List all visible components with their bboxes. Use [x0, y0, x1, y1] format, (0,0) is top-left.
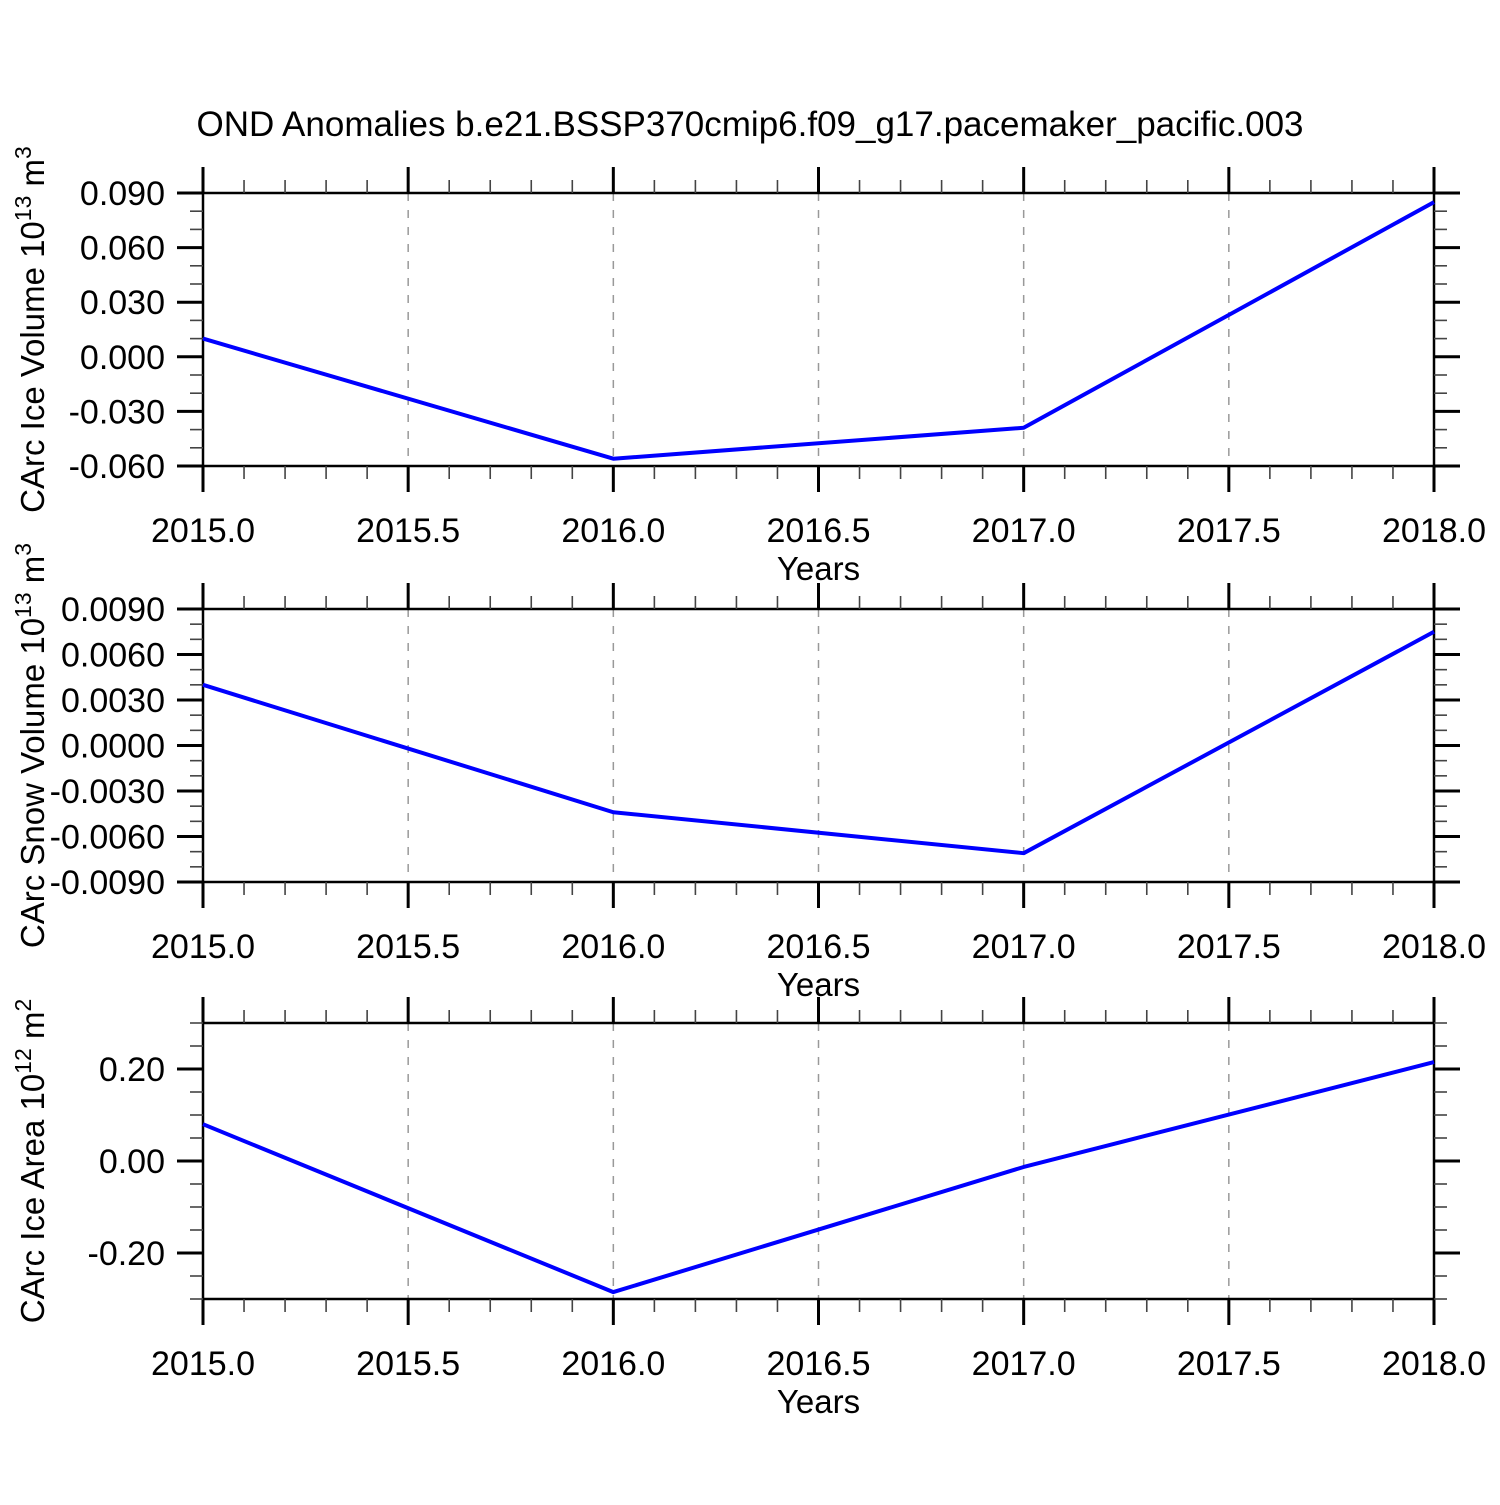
y-tick-label: 0.0090 — [61, 591, 165, 629]
x-axis-title: Years — [777, 550, 860, 587]
data-line-carc-snow-volume — [202, 629, 1435, 856]
x-tick-label: 2015.5 — [356, 928, 460, 966]
y-tick-label: 0.00 — [99, 1143, 165, 1181]
y-tick-label: 0.000 — [80, 339, 165, 377]
x-axis-title: Years — [777, 966, 860, 1003]
x-tick-label: 2017.0 — [972, 512, 1076, 550]
y-tick-label: 0.090 — [80, 175, 165, 213]
data-line-carc-ice-volume — [202, 200, 1435, 461]
x-tick-label: 2016.0 — [561, 928, 665, 966]
x-tick-label: 2018.0 — [1382, 1345, 1486, 1383]
y-tick-label: -0.030 — [69, 393, 165, 431]
x-tick-label: 2015.0 — [151, 1345, 255, 1383]
x-tick-label: 2016.5 — [767, 512, 871, 550]
x-tick-label: 2017.5 — [1177, 512, 1281, 550]
x-tick-label: 2017.0 — [972, 1345, 1076, 1383]
y-axis-title-carc-snow-volume: CArc Snow Volume 1013 m3 — [10, 543, 51, 948]
y-tick-label: 0.0060 — [61, 637, 165, 675]
x-tick-label: 2016.5 — [767, 928, 871, 966]
y-tick-label: -0.0090 — [50, 864, 165, 902]
y-tick-label: -0.0030 — [50, 773, 165, 811]
x-tick-label: 2016.5 — [767, 1345, 871, 1383]
x-tick-label: 2017.5 — [1177, 928, 1281, 966]
y-tick-label: -0.0060 — [50, 819, 165, 857]
y-axis-title-carc-ice-area: CArc Ice Area 1012 m2 — [10, 999, 51, 1324]
y-tick-label: 0.0030 — [61, 682, 165, 720]
y-tick-label: 0.0000 — [61, 728, 165, 766]
x-tick-label: 2015.5 — [356, 1345, 460, 1383]
x-tick-label: 2015.5 — [356, 512, 460, 550]
y-tick-label: -0.20 — [88, 1235, 166, 1273]
y-tick-label: 0.060 — [80, 230, 165, 268]
x-tick-label: 2015.0 — [151, 512, 255, 550]
x-tick-label: 2018.0 — [1382, 512, 1486, 550]
x-tick-label: 2018.0 — [1382, 928, 1486, 966]
y-tick-label: -0.060 — [69, 448, 165, 486]
x-tick-label: 2016.0 — [561, 512, 665, 550]
x-axis-title: Years — [777, 1383, 860, 1420]
x-tick-label: 2016.0 — [561, 1345, 665, 1383]
x-tick-label: 2017.0 — [972, 928, 1076, 966]
y-axis-title-carc-ice-volume: CArc Ice Volume 1013 m3 — [10, 146, 51, 513]
x-tick-label: 2015.0 — [151, 928, 255, 966]
x-tick-label: 2017.5 — [1177, 1345, 1281, 1383]
figure-title: OND Anomalies b.e21.BSSP370cmip6.f09_g17… — [196, 105, 1304, 144]
data-line-carc-ice-area — [202, 1060, 1435, 1295]
y-tick-label: 0.030 — [80, 284, 165, 322]
y-tick-label: 0.20 — [99, 1051, 165, 1089]
